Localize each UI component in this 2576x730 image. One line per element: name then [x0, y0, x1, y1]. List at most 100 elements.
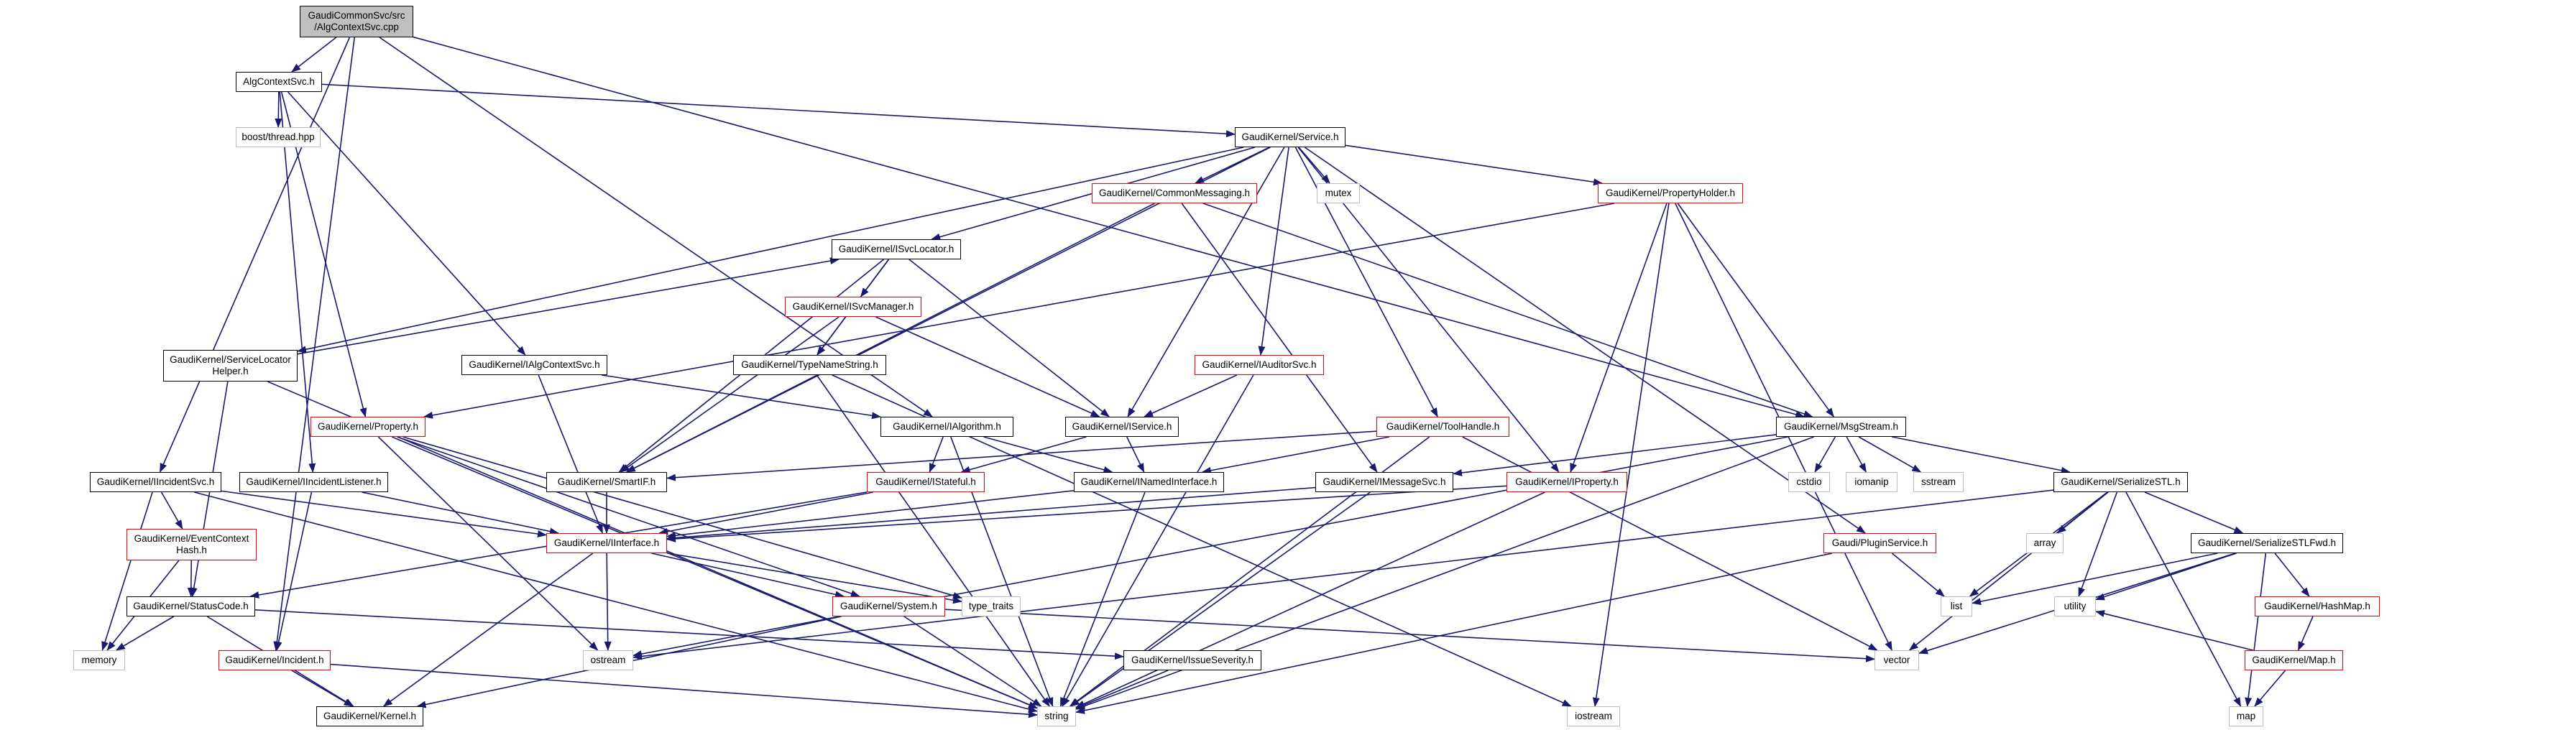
graph-node-label: list	[1950, 601, 1963, 612]
graph-node-gaudikernel-istateful-h[interactable]: GaudiKernel/IStateful.h	[867, 472, 985, 492]
include-edge	[2274, 553, 2310, 597]
include-edge	[291, 37, 337, 73]
include-edge	[1126, 436, 1145, 473]
include-edge	[1453, 434, 1777, 476]
graph-node-gaudikernel-map-h[interactable]: GaudiKernel/Map.h	[2245, 650, 2343, 670]
include-edge	[297, 257, 840, 355]
graph-node-label: GaudiKernel/ISvcLocator.h	[838, 244, 954, 255]
include-edge	[816, 316, 847, 356]
include-edge	[908, 259, 1110, 417]
include-edge	[651, 553, 845, 599]
graph-node-gaudikernel-iincidentlistener-h[interactable]: GaudiKernel/IIncidentListener.h	[239, 472, 388, 492]
graph-node-gaudikernel-service-h[interactable]: GaudiKernel/Service.h	[1235, 127, 1346, 147]
graph-node-label: boost/thread.hpp	[242, 131, 315, 143]
graph-node-memory: memory	[73, 650, 125, 670]
include-edge	[291, 670, 354, 707]
graph-node-gaudikernel-iservice-h[interactable]: GaudiKernel/IService.h	[1065, 417, 1179, 437]
graph-node-label: ostream	[590, 655, 626, 666]
graph-node-gaudikernel-ialgorithm-h[interactable]: GaudiKernel/IAlgorithm.h	[880, 417, 1013, 437]
include-edge	[1075, 553, 1833, 714]
graph-node-gaudi-pluginservice-h[interactable]: Gaudi/PluginService.h	[1823, 533, 1936, 553]
graph-node-label: GaudiKernel/Map.h	[2252, 655, 2336, 666]
graph-node-gaudikernel-propertyholder-h[interactable]: GaudiKernel/PropertyHolder.h	[1598, 183, 1743, 203]
include-edge	[1194, 147, 1270, 184]
graph-node-gaudikernel-serializestl-h[interactable]: GaudiKernel/SerializeSTL.h	[2053, 472, 2188, 492]
graph-node-boost-thread-hpp: boost/thread.hpp	[236, 127, 321, 147]
graph-node-gaudikernel-incident-h[interactable]: GaudiKernel/Incident.h	[218, 650, 331, 670]
graph-node-iostream: iostream	[1567, 706, 1620, 726]
graph-node-label: GaudiCommonSvc/src /AlgContextSvc.cpp	[308, 10, 405, 32]
graph-node-gaudikernel-smartif-h[interactable]: GaudiKernel/SmartIF.h	[546, 472, 667, 492]
graph-node-string: string	[1037, 706, 1076, 726]
graph-node-label: GaudiKernel/ISvcManager.h	[792, 301, 914, 313]
graph-node-gaudikernel-ialgcontextsvc-h[interactable]: GaudiKernel/IAlgContextSvc.h	[461, 355, 607, 375]
graph-node-algcontextsvc-h[interactable]: AlgContextSvc.h	[236, 72, 322, 92]
graph-node-vector: vector	[1874, 650, 1919, 670]
graph-node-label: GaudiKernel/IService.h	[1072, 421, 1172, 433]
graph-node-gaudikernel-property-h[interactable]: GaudiKernel/Property.h	[310, 417, 426, 437]
include-edge	[2245, 553, 2267, 707]
graph-node-gaudikernel-isvcmanager-h[interactable]: GaudiKernel/ISvcManager.h	[785, 297, 921, 317]
graph-node-utility: utility	[2054, 596, 2096, 616]
graph-node-label: GaudiKernel/IAlgorithm.h	[893, 421, 1001, 433]
graph-node-ostream: ostream	[583, 650, 633, 670]
include-edge	[160, 491, 183, 530]
graph-node-gaudikernel-iinterface-h[interactable]: GaudiKernel/IInterface.h	[546, 533, 667, 553]
graph-node-label: GaudiKernel/SerializeSTLFwd.h	[2197, 537, 2337, 549]
graph-node-gaudikernel-iincidentsvc-h[interactable]: GaudiKernel/IIncidentSvc.h	[90, 472, 221, 492]
graph-node-label: GaudiKernel/IIncidentSvc.h	[96, 476, 215, 488]
graph-node-label: string	[1044, 711, 1069, 722]
graph-node-gaudikernel-msgstream-h[interactable]: GaudiKernel/MsgStream.h	[1776, 417, 1906, 437]
graph-node-gaudikernel-typenamestring-h[interactable]: GaudiKernel/TypeNameString.h	[733, 355, 886, 375]
graph-node-label: GaudiKernel/IssueSeverity.h	[1131, 655, 1254, 666]
graph-node-label: GaudiKernel/IIncidentListener.h	[246, 476, 382, 488]
include-edge	[362, 491, 559, 535]
graph-node-gaudikernel-commonmessaging-h[interactable]: GaudiKernel/CommonMessaging.h	[1092, 183, 1257, 203]
include-edge	[960, 436, 1087, 473]
include-edge	[275, 491, 313, 651]
graph-node-gaudikernel-serializestlfwd-h[interactable]: GaudiKernel/SerializeSTLFwd.h	[2191, 533, 2343, 553]
include-edge	[1592, 203, 1670, 707]
graph-node-gaudikernel-statuscode-h[interactable]: GaudiKernel/StatusCode.h	[126, 596, 255, 616]
include-edge	[983, 436, 1113, 473]
graph-node-gaudikernel-servicelocatorhelper-h[interactable]: GaudiKernel/ServiceLocator Helper.h	[163, 350, 298, 382]
graph-node-gaudikernel-issueseverity-h[interactable]: GaudiKernel/IssueSeverity.h	[1123, 650, 1261, 670]
graph-node-label: GaudiKernel/System.h	[840, 601, 938, 612]
include-edge	[254, 609, 1124, 660]
graph-node-gaudikernel-toolhandle-h[interactable]: GaudiKernel/ToolHandle.h	[1376, 417, 1509, 437]
include-edge	[666, 553, 962, 604]
graph-node-mutex: mutex	[1317, 183, 1360, 203]
graph-node-gaudikernel-kernel-h[interactable]: GaudiKernel/Kernel.h	[316, 706, 423, 726]
graph-node-type-traits: type_traits	[962, 596, 1021, 616]
graph-node-label: mutex	[1325, 188, 1352, 199]
include-edge	[1570, 203, 1668, 473]
graph-node-gaudikernel-isvclocator-h[interactable]: GaudiKernel/ISvcLocator.h	[832, 239, 961, 259]
include-edge	[1462, 436, 1878, 651]
include-edge	[875, 316, 1100, 417]
graph-node-gaudikernel-hashmap-h[interactable]: GaudiKernel/HashMap.h	[2255, 596, 2380, 616]
include-edge	[1144, 374, 1238, 417]
graph-node-gaudikernel-iproperty-h[interactable]: GaudiKernel/IProperty.h	[1506, 472, 1627, 492]
graph-node-label: array	[2033, 537, 2056, 549]
graph-node-label: memory	[81, 655, 117, 666]
graph-node-label: GaudiKernel/IAlgContextSvc.h	[469, 359, 600, 371]
include-edge	[2095, 553, 2237, 601]
graph-node-gaudikernel-imessagesvc-h[interactable]: GaudiKernel/IMessageSvc.h	[1315, 472, 1453, 492]
include-edge	[632, 436, 1788, 658]
graph-node-gaudikernel-eventcontexthash-h[interactable]: GaudiKernel/EventContext Hash.h	[126, 529, 257, 560]
graph-node-gaudikernel-iauditorsvc-h[interactable]: GaudiKernel/IAuditorSvc.h	[1195, 355, 1324, 375]
include-edge	[2144, 491, 2244, 534]
graph-node-label: GaudiKernel/Service.h	[1241, 131, 1339, 143]
graph-node-label: Gaudi/PluginService.h	[1831, 537, 1928, 549]
graph-node-label: sstream	[1920, 476, 1956, 488]
graph-node-label: GaudiKernel/ToolHandle.h	[1386, 421, 1500, 433]
graph-node-gaudikernel-inamedinterface-h[interactable]: GaudiKernel/INamedInterface.h	[1074, 472, 1224, 492]
graph-node-label: map	[2236, 711, 2256, 722]
graph-node-label: cstdio	[1796, 476, 1822, 488]
include-edge	[1298, 147, 1330, 184]
include-edge	[115, 616, 175, 651]
graph-node-map: map	[2229, 706, 2263, 726]
include-edge	[402, 436, 962, 599]
graph-node-gaudikernel-system-h[interactable]: GaudiKernel/System.h	[832, 596, 945, 616]
